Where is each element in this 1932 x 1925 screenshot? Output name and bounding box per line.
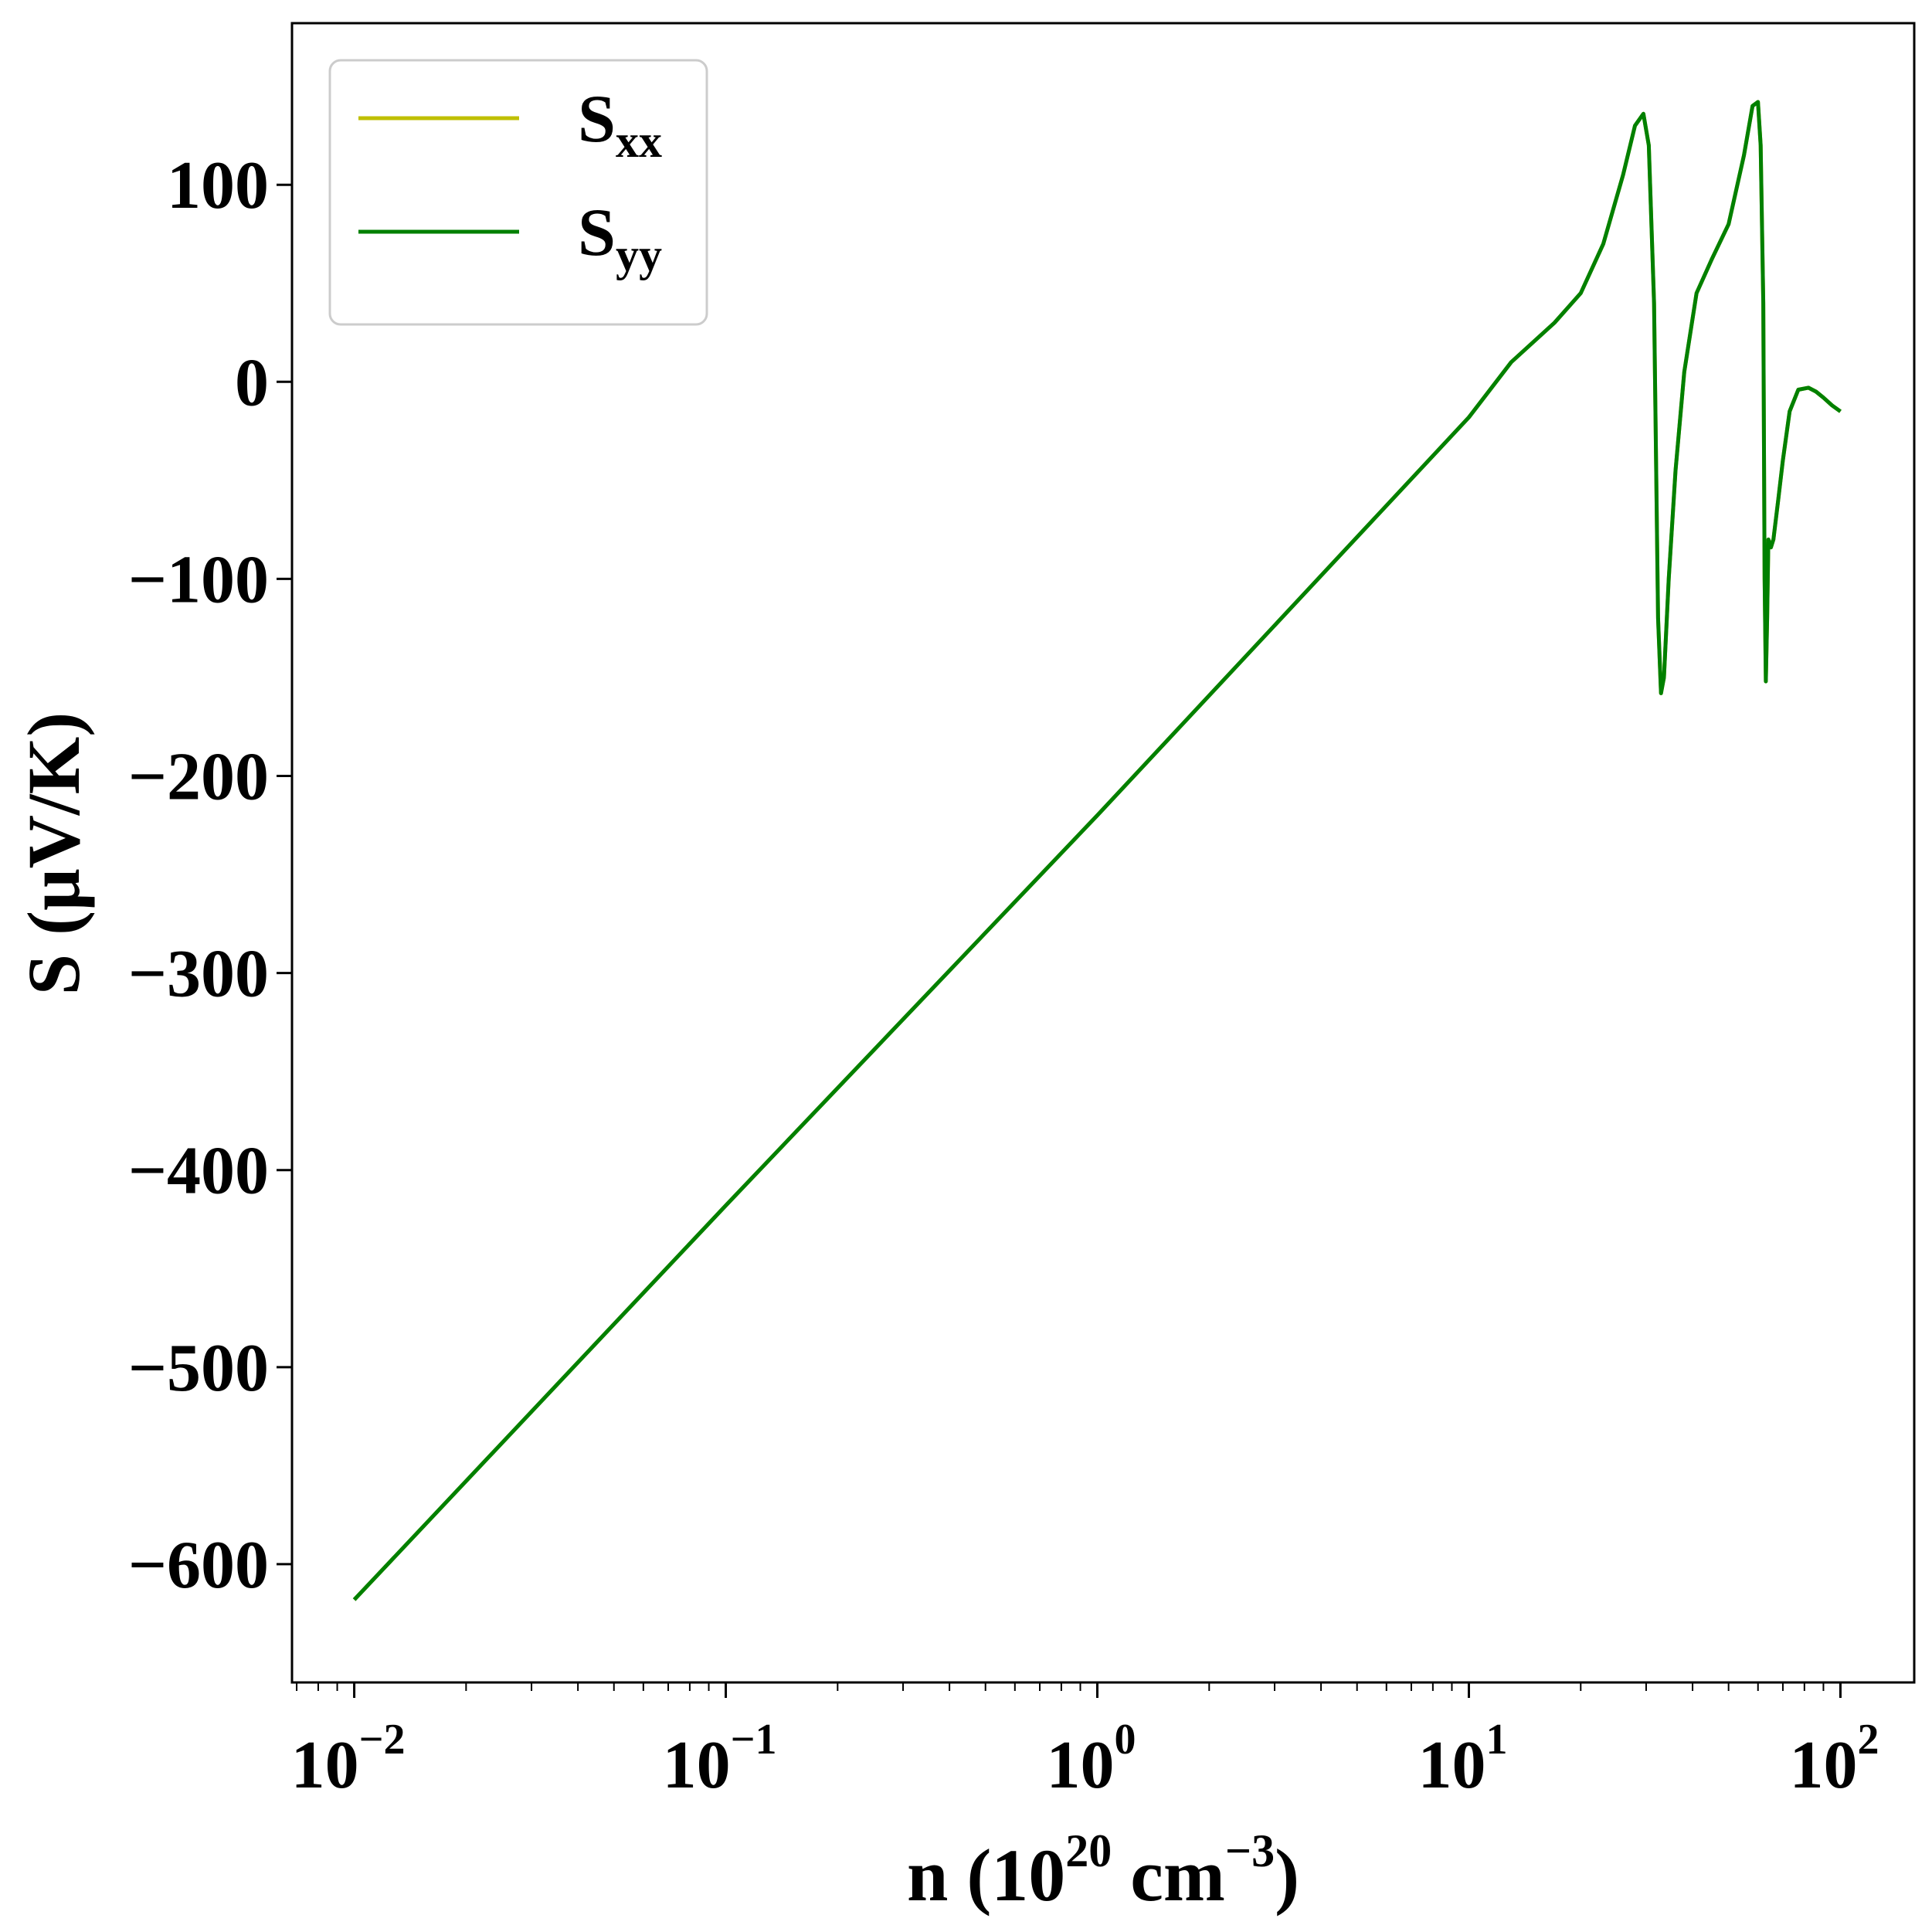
x-tick-label: 10−2 (291, 1716, 406, 1803)
series-layer (352, 100, 1842, 1601)
x-tick-label: 101 (1418, 1716, 1507, 1803)
y-tick-label: −400 (128, 1134, 269, 1209)
plot-frame (290, 22, 1916, 1684)
legend-sxx-name: S (578, 82, 616, 157)
x-axis-label-middle: cm (1112, 1834, 1225, 1917)
x-tick-base: 10 (291, 1728, 359, 1803)
x-tick-exponent: 1 (1486, 1716, 1507, 1764)
legend-label-syy: Syy (578, 195, 662, 280)
x-tick-exponent: 0 (1115, 1716, 1136, 1764)
x-tick-exponent: −1 (731, 1716, 777, 1764)
x-axis-label-suffix: ) (1275, 1834, 1299, 1917)
y-tick-label: −200 (128, 740, 269, 815)
x-tick-label: 10−1 (663, 1716, 777, 1803)
legend-box (328, 59, 708, 326)
y-tick-label: −300 (128, 937, 269, 1012)
x-axis: 10−2 10−1 100 101 102 (291, 1682, 1879, 1803)
y-axis: 100 0 −100 −200 −300 −400 −500 −600 (128, 148, 292, 1603)
legend-syy-sub: yy (616, 229, 662, 280)
x-tick-label: 102 (1789, 1716, 1879, 1803)
y-tick-label: 100 (167, 148, 269, 223)
y-tick-label: −500 (128, 1331, 269, 1406)
legend-label-sxx: Sxx (578, 82, 662, 167)
x-tick-label: 100 (1047, 1716, 1136, 1803)
x-tick-base: 10 (1418, 1728, 1486, 1803)
x-axis-label-sup1: 20 (1065, 1825, 1112, 1876)
x-axis-label-prefix: n (10 (907, 1834, 1065, 1917)
x-axis-label: n (1020 cm−3) (907, 1825, 1299, 1917)
y-tick-label: −600 (128, 1528, 269, 1603)
legend: Sxx Syy (328, 59, 708, 326)
x-tick-exponent: 2 (1857, 1716, 1879, 1764)
x-axis-label-sup2: −3 (1225, 1825, 1275, 1876)
legend-syy-name: S (578, 195, 616, 270)
y-axis-label: S (μV/K) (12, 712, 95, 995)
x-tick-base: 10 (663, 1728, 731, 1803)
series-line-syy (352, 100, 1842, 1601)
y-tick-label: 0 (235, 345, 269, 420)
y-tick-label: −100 (128, 542, 269, 617)
legend-sxx-sub: xx (616, 116, 662, 167)
x-tick-base: 10 (1789, 1728, 1857, 1803)
x-tick-exponent: −2 (359, 1716, 406, 1764)
x-tick-base: 10 (1047, 1728, 1115, 1803)
